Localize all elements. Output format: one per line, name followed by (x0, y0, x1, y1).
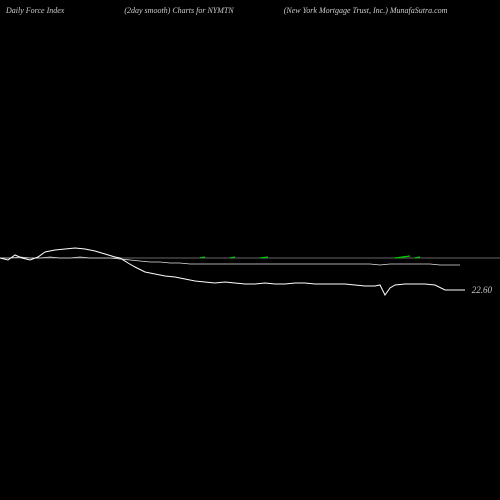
chart-canvas: 22.60 (0, 0, 500, 500)
chart-svg (0, 0, 500, 500)
price-axis-label: 22.60 (472, 285, 492, 295)
